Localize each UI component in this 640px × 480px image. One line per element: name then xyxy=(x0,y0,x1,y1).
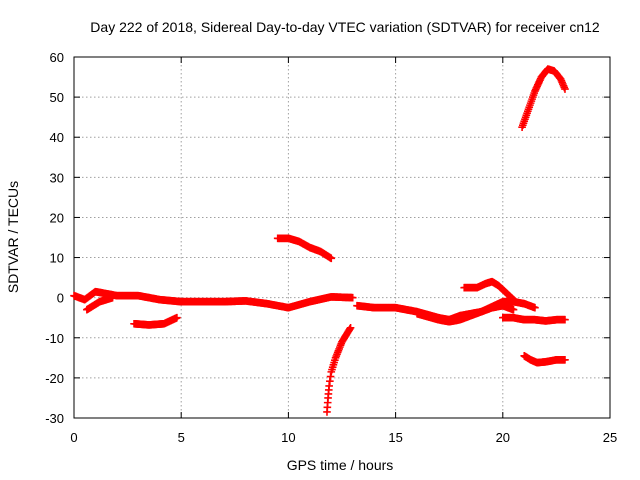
data-point xyxy=(327,254,336,263)
plot-border xyxy=(73,56,611,419)
series-arc-11 xyxy=(520,352,569,367)
data-series xyxy=(70,65,569,416)
x-tick-label: 10 xyxy=(281,430,295,445)
data-point xyxy=(348,293,357,302)
series-arc-10 xyxy=(518,65,569,131)
series-arc-2 xyxy=(83,293,117,314)
x-axis: 0 5 10 15 20 25 xyxy=(70,57,617,445)
y-tick-label: 40 xyxy=(50,130,64,145)
data-point xyxy=(108,293,117,302)
series-arc-1 xyxy=(70,287,357,312)
series-arc-9 xyxy=(499,313,569,325)
data-point xyxy=(346,323,355,332)
x-tick-label: 25 xyxy=(603,430,617,445)
series-arc-8 xyxy=(460,277,520,306)
data-point xyxy=(509,305,518,314)
y-tick-label: 10 xyxy=(50,251,64,266)
series-arc-4 xyxy=(273,234,336,263)
x-tick-label: 5 xyxy=(178,430,185,445)
y-tick-label: 50 xyxy=(50,90,64,105)
data-point xyxy=(531,303,539,312)
y-tick-label: -30 xyxy=(45,411,64,426)
x-axis-label: GPS time / hours xyxy=(287,457,394,473)
y-axis-label: SDTVAR / TECUs xyxy=(5,181,21,293)
data-point xyxy=(561,356,569,364)
data-point xyxy=(173,313,181,322)
data-point xyxy=(561,85,569,93)
series-arc-3 xyxy=(130,313,181,329)
data-point xyxy=(511,297,520,306)
data-point xyxy=(561,315,569,324)
y-tick-label: 30 xyxy=(50,170,64,185)
y-tick-label: 20 xyxy=(50,210,64,225)
y-axis: -30 -20 -10 0 10 20 30 40 50 60 xyxy=(45,50,610,426)
y-tick-label: 0 xyxy=(57,291,64,306)
x-tick-label: 0 xyxy=(70,430,77,445)
series-arc-7 xyxy=(413,301,518,326)
x-tick-label: 15 xyxy=(388,430,402,445)
y-tick-label: 60 xyxy=(50,50,64,65)
plot-frame xyxy=(73,56,611,419)
y-tick-label: -10 xyxy=(45,331,64,346)
series-arc-5 xyxy=(323,323,355,416)
chart-title: Day 222 of 2018, Sidereal Day-to-day VTE… xyxy=(90,19,600,35)
x-tick-label: 20 xyxy=(496,430,510,445)
y-tick-label: -20 xyxy=(45,371,64,386)
